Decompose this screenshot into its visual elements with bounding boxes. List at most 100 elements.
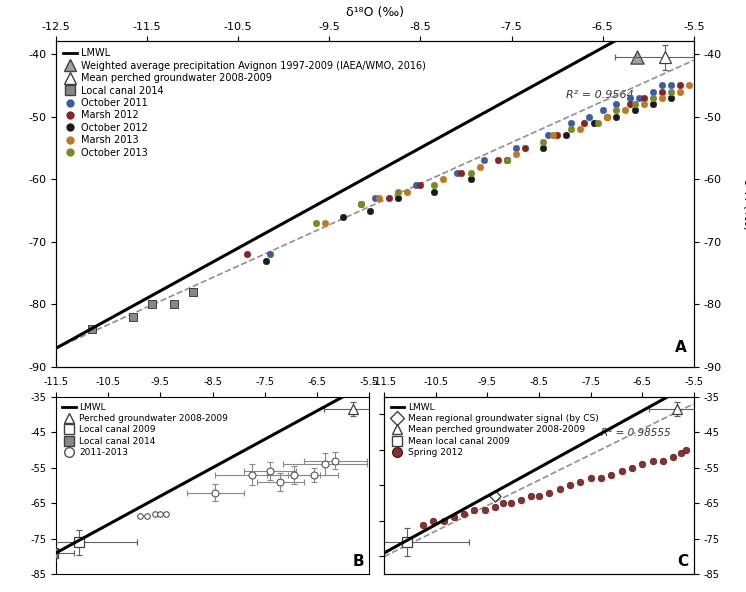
Point: [355, 200, 367, 209]
Point: [504, 498, 516, 508]
Point: [629, 105, 641, 115]
Point: [610, 99, 622, 109]
Point: [560, 131, 572, 140]
Point: [149, 509, 161, 519]
Point: [665, 81, 677, 90]
Point: [537, 143, 549, 153]
Text: R² = 0.9564: R² = 0.9564: [566, 90, 634, 100]
Point: [657, 456, 669, 465]
Point: [583, 112, 595, 121]
Point: [574, 124, 586, 134]
Point: [186, 287, 198, 297]
Point: [683, 81, 695, 90]
Point: [458, 509, 470, 519]
Point: [647, 456, 659, 465]
Point: [510, 143, 522, 153]
Point: [674, 81, 686, 90]
Point: [392, 193, 404, 202]
Point: [468, 506, 480, 515]
Point: [656, 81, 668, 90]
Point: [675, 449, 687, 458]
Point: [542, 131, 554, 140]
Point: [260, 256, 272, 265]
Point: [242, 250, 254, 259]
Point: [501, 156, 513, 165]
Point: [142, 511, 154, 520]
Point: [619, 105, 631, 115]
Point: [565, 124, 577, 134]
Text: C: C: [677, 554, 689, 569]
Point: [629, 99, 641, 109]
Point: [264, 250, 276, 259]
Point: [128, 312, 140, 321]
Point: [647, 99, 659, 109]
Point: [585, 474, 597, 483]
Point: [674, 87, 686, 96]
Point: [533, 491, 545, 501]
Point: [392, 187, 404, 197]
Point: [369, 193, 381, 202]
Point: [489, 491, 501, 501]
Point: [680, 445, 692, 455]
Point: [489, 502, 501, 511]
Point: [427, 516, 439, 526]
Point: [410, 181, 421, 190]
Legend: LMWL, Perched groundwater 2008-2009, Local canal 2009, Local canal 2014, 2011-20: LMWL, Perched groundwater 2008-2009, Loc…: [60, 401, 230, 459]
Point: [633, 93, 645, 102]
Point: [537, 137, 549, 146]
Point: [478, 156, 490, 165]
Point: [87, 325, 98, 334]
Point: [415, 181, 427, 190]
Point: [554, 484, 565, 494]
Point: [492, 156, 504, 165]
Point: [610, 105, 622, 115]
Point: [638, 93, 650, 102]
Point: [310, 218, 322, 228]
Point: [547, 131, 559, 140]
Point: [564, 481, 576, 490]
Point: [588, 118, 600, 127]
Point: [626, 463, 638, 472]
Point: [497, 498, 509, 508]
Point: [401, 187, 413, 197]
Point: [465, 175, 477, 184]
Point: [624, 99, 636, 109]
Text: B: B: [352, 554, 364, 569]
Point: [665, 93, 677, 102]
Point: [145, 300, 157, 309]
Point: [624, 93, 636, 102]
Point: [551, 131, 563, 140]
Point: [437, 175, 449, 184]
Point: [383, 193, 395, 202]
Point: [474, 162, 486, 172]
Point: [337, 212, 349, 221]
Point: [525, 491, 537, 501]
Point: [134, 511, 145, 520]
Point: [374, 193, 386, 202]
Point: [501, 156, 513, 165]
Point: [610, 112, 622, 121]
Point: [574, 477, 586, 487]
Point: [597, 105, 609, 115]
Point: [160, 509, 172, 519]
Point: [595, 474, 607, 483]
Point: [417, 520, 429, 529]
Point: [656, 87, 668, 96]
Point: [605, 470, 617, 480]
Point: [647, 93, 659, 102]
Point: [601, 112, 613, 121]
Point: [428, 187, 440, 197]
Point: [154, 509, 166, 519]
Legend: LMWL, Mean regional groundwater signal (by CS), Mean perched groundwater 2008-20: LMWL, Mean regional groundwater signal (…: [389, 401, 601, 459]
Point: [565, 118, 577, 127]
Point: [638, 99, 650, 109]
Point: [510, 149, 522, 159]
Point: [355, 200, 367, 209]
Point: [428, 181, 440, 190]
Legend: LMWL, Weighted average precipitation Avignon 1997-2009 (IAEA/WMO, 2016), Mean pe: LMWL, Weighted average precipitation Avi…: [61, 46, 428, 160]
Point: [515, 495, 527, 504]
Point: [519, 143, 531, 153]
Point: [456, 168, 468, 178]
Point: [636, 459, 648, 469]
Point: [601, 112, 613, 121]
